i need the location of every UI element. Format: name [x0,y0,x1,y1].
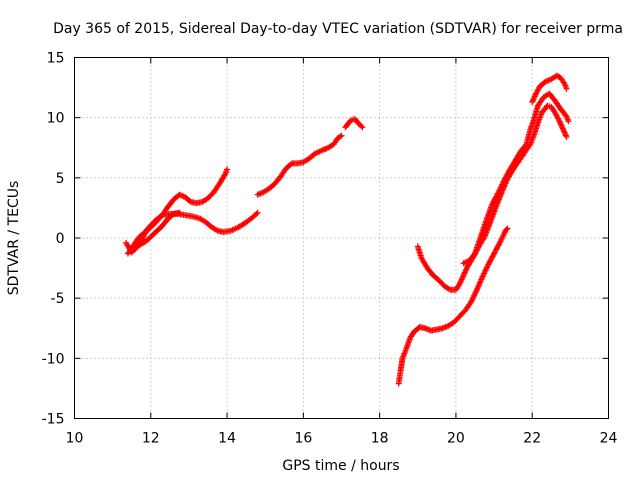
data-point [359,124,366,131]
y-tick-label: -10 [42,351,65,367]
data-point [176,209,183,216]
data-point [503,226,510,233]
x-tick-label: 16 [294,431,312,447]
plot-frame [74,57,609,419]
y-tick-label: -15 [42,412,65,428]
x-tick-label: 20 [447,431,465,447]
data-point [522,142,529,149]
chart-title: Day 365 of 2015, Sidereal Day-to-day VTE… [53,21,623,37]
x-axis-label: GPS time / hours [282,458,399,474]
x-tick-label: 14 [218,431,236,447]
data-point [504,225,511,232]
y-axis-label: SDTVAR / TECUs [6,181,22,296]
data-point [253,210,260,217]
data-point [224,166,231,173]
data-points [122,72,572,387]
data-point [337,133,344,140]
x-tick-label: 12 [142,431,160,447]
data-point [254,209,261,216]
data-point [358,123,365,130]
y-tick-label: 10 [47,111,65,127]
x-tick-label: 10 [66,431,84,447]
tick-labels: 10 12 14 16 18 20 22 24 -15 -10 -5 0 5 10 15 [42,51,618,447]
data-point [338,132,345,139]
y-tick-label: 0 [56,231,65,247]
data-point [563,85,570,92]
grid-lines [74,57,609,419]
data-point [563,133,570,140]
x-tick-label: 18 [371,431,389,447]
x-tick-label: 22 [523,431,541,447]
y-tick-label: 5 [56,171,65,187]
x-tick-label: 24 [600,431,618,447]
data-point [565,118,572,125]
y-tick-label: 15 [47,51,65,67]
y-tick-label: -5 [51,291,65,307]
